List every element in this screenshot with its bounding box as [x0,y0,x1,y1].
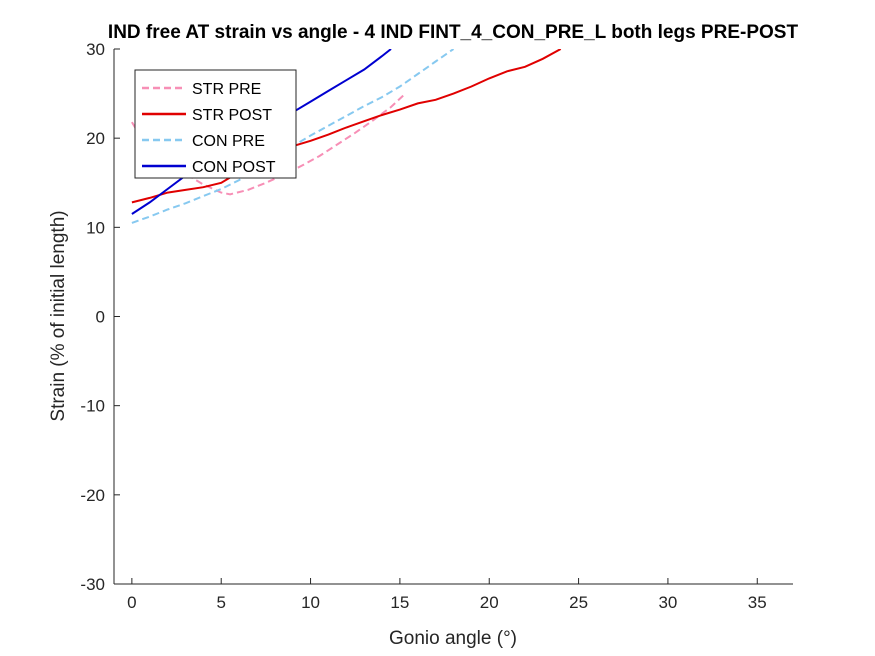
y-tick-label: -10 [80,397,105,416]
y-tick-label: -30 [80,575,105,594]
legend-label-con-pre: CON PRE [192,133,265,150]
legend-label-str-pre: STR PRE [192,81,261,98]
x-tick-label: 30 [658,593,677,612]
x-tick-label: 25 [569,593,588,612]
y-tick-label: 10 [86,218,105,237]
x-axis-label: Gonio angle (°) [389,628,517,649]
y-tick-label: 20 [86,129,105,148]
legend-label-con-post: CON POST [192,159,276,176]
series-line-str-post [131,49,562,204]
x-tick-label: 10 [301,593,320,612]
y-tick-label: -20 [80,486,105,505]
x-tick-label: 5 [216,593,225,612]
y-tick-label: 0 [96,308,105,327]
legend: STR PRE STR POST CON PRE CON POST [134,69,297,179]
axes: 0 5 10 15 20 25 30 35 -30 -20 -10 0 10 20 30 [80,40,793,612]
y-tick-label: 30 [86,40,105,59]
x-tick-label: 20 [480,593,499,612]
legend-label-str-post: STR POST [192,107,272,124]
x-tick-label: 0 [127,593,136,612]
x-tick-label: 35 [748,593,767,612]
legend-box [134,69,297,179]
y-axis-label: Strain (% of initial length) [48,210,69,421]
x-tick-label: 15 [390,593,409,612]
chart-title: IND free AT strain vs angle - 4 IND FINT… [108,22,799,43]
